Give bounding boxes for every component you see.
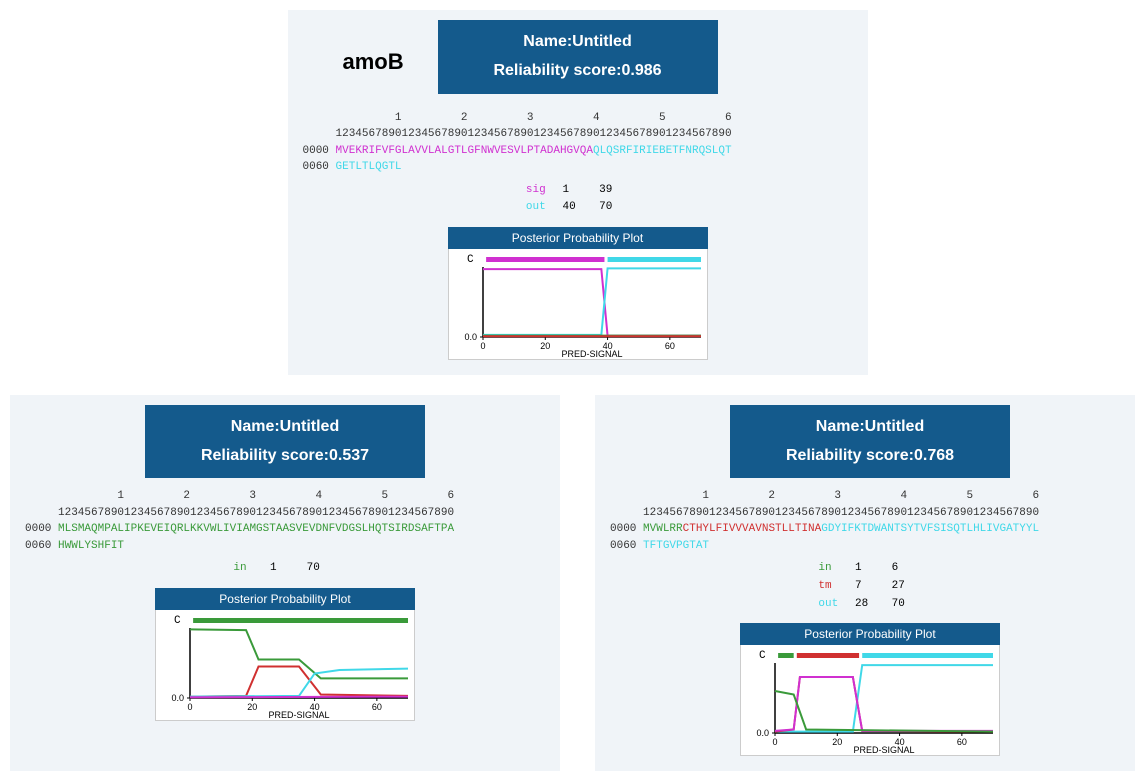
score-label: Reliability score: — [201, 447, 329, 464]
x-tick-label: 0 — [480, 341, 485, 351]
series-line — [190, 669, 408, 697]
panel-top: amoB Name:Untitled Reliability score:0.9… — [288, 10, 868, 375]
plot-wrap: Posterior Probability Plot C0.00204060PR… — [448, 227, 708, 360]
series-line — [190, 697, 408, 698]
x-axis-label: PRED-SIGNAL — [853, 745, 914, 755]
top-header-wrap: amoB Name:Untitled Reliability score:0.9… — [303, 20, 853, 104]
score-value: 0.537 — [329, 447, 369, 464]
c-label: C — [174, 615, 181, 627]
x-tick-label: 0 — [772, 737, 777, 747]
x-tick-label: 60 — [957, 737, 967, 747]
plot-title: Posterior Probability Plot — [740, 623, 1000, 645]
sequence-block: 1 2 3 4 5 6 1234567890123456789012345678… — [303, 110, 853, 176]
sequence-block: 1 2 3 4 5 6 1234567890123456789012345678… — [610, 488, 1130, 554]
score-value: 0.986 — [622, 62, 662, 79]
c-label: C — [467, 254, 474, 266]
category-bar — [862, 653, 993, 658]
y-tick-label: 0.0 — [464, 332, 477, 342]
series-line — [483, 268, 701, 335]
x-axis-label: PRED-SIGNAL — [561, 349, 622, 359]
score-label: Reliability score: — [786, 447, 914, 464]
region-summary: in 1 70 — [25, 560, 545, 578]
plot-wrap: Posterior Probability Plot C0.00204060PR… — [155, 588, 415, 721]
series-line — [483, 269, 701, 336]
series-line — [775, 677, 993, 732]
x-tick-label: 60 — [664, 341, 674, 351]
x-tick-label: 20 — [832, 737, 842, 747]
panel-left: Name:Untitled Reliability score:0.537 1 … — [10, 395, 560, 771]
c-label: C — [759, 650, 766, 662]
name-line: Name:Untitled — [750, 413, 990, 442]
category-bar — [607, 257, 700, 262]
x-tick-label: 0 — [187, 702, 192, 712]
category-bar — [193, 618, 408, 623]
x-axis-label: PRED-SIGNAL — [268, 710, 329, 720]
gene-label: amoB — [343, 49, 404, 75]
category-bar — [486, 257, 604, 262]
score-value: 0.768 — [914, 447, 954, 464]
plot-wrap: Posterior Probability Plot C0.00204060PR… — [740, 623, 1000, 756]
series-line — [775, 691, 993, 732]
region-summary: sig 1 39out 40 70 — [303, 182, 853, 217]
plot-svg: C0.00204060PRED-SIGNAL — [156, 610, 416, 720]
category-bar — [778, 653, 794, 658]
x-tick-label: 20 — [540, 341, 550, 351]
series-line — [190, 666, 408, 696]
y-tick-label: 0.0 — [756, 728, 769, 738]
series-line — [775, 677, 993, 731]
x-tick-label: 20 — [247, 702, 257, 712]
header-box: Name:Untitled Reliability score:0.768 — [730, 405, 1010, 479]
name-line: Name:Untitled — [165, 413, 405, 442]
y-tick-label: 0.0 — [171, 693, 184, 703]
region-summary: in 1 6tm 7 27out 28 70 — [610, 560, 1130, 613]
name-line: Name:Untitled — [458, 28, 698, 57]
score-line: Reliability score:0.537 — [165, 442, 405, 471]
plot-svg: C0.00204060PRED-SIGNAL — [449, 249, 709, 359]
plot-title: Posterior Probability Plot — [448, 227, 708, 249]
score-label: Reliability score: — [493, 62, 621, 79]
plot-area: C0.00204060PRED-SIGNAL — [155, 610, 415, 721]
plot-area: C0.00204060PRED-SIGNAL — [448, 249, 708, 360]
category-bar — [797, 653, 859, 658]
bottom-row: Name:Untitled Reliability score:0.537 1 … — [10, 395, 1135, 771]
plot-area: C0.00204060PRED-SIGNAL — [740, 645, 1000, 756]
plot-title: Posterior Probability Plot — [155, 588, 415, 610]
x-tick-label: 60 — [372, 702, 382, 712]
sequence-block: 1 2 3 4 5 6 1234567890123456789012345678… — [25, 488, 545, 554]
panel-right: Name:Untitled Reliability score:0.768 1 … — [595, 395, 1135, 771]
plot-svg: C0.00204060PRED-SIGNAL — [741, 645, 1001, 755]
header-box: Name:Untitled Reliability score:0.537 — [145, 405, 425, 479]
series-line — [775, 665, 993, 732]
series-line — [190, 629, 408, 678]
score-line: Reliability score:0.986 — [458, 57, 698, 86]
score-line: Reliability score:0.768 — [750, 442, 990, 471]
header-box: Name:Untitled Reliability score:0.986 — [438, 20, 718, 94]
